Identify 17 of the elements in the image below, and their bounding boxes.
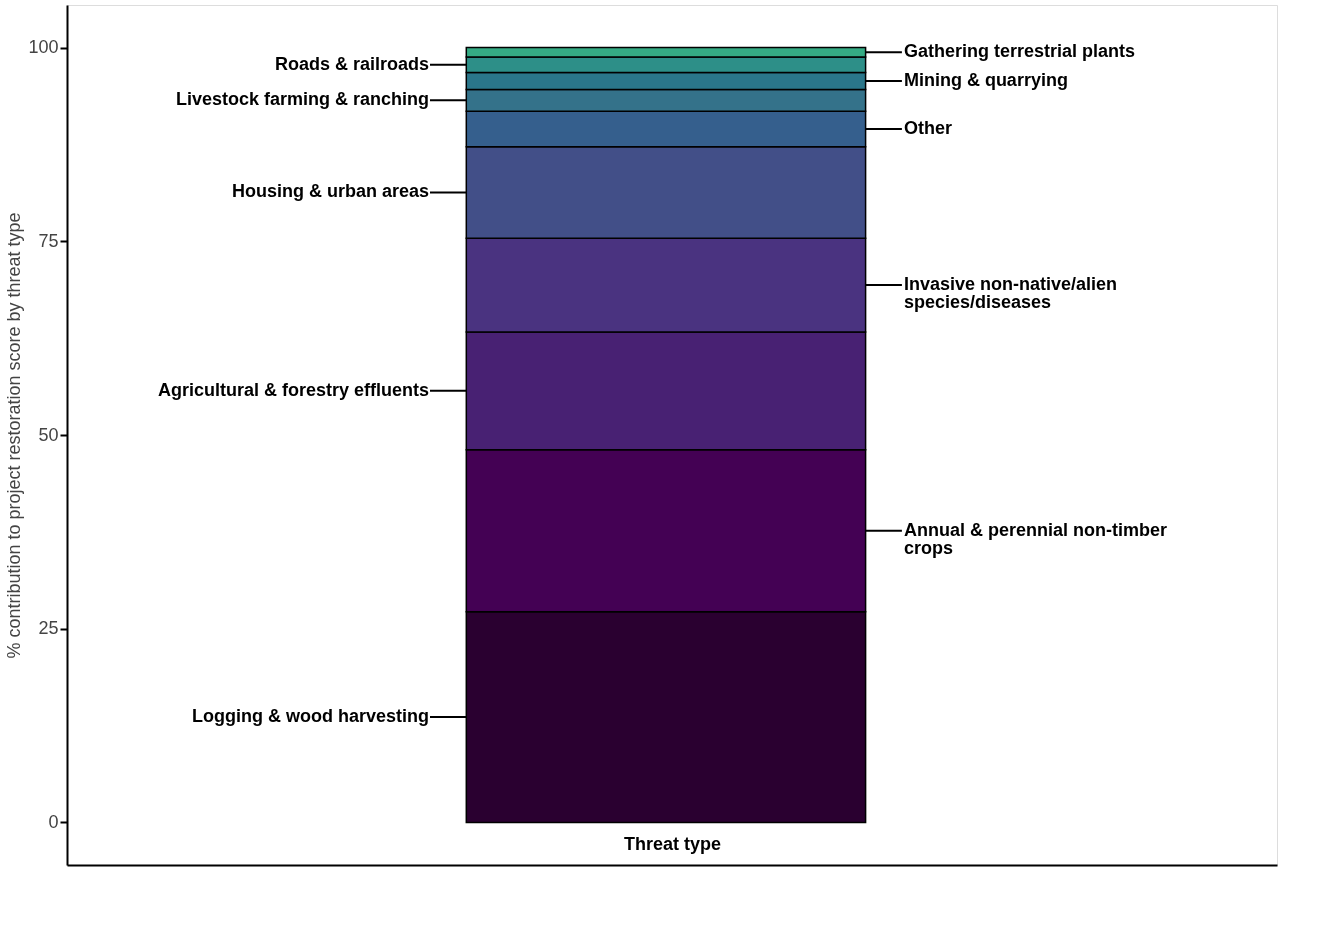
y-tick-label: 0 <box>48 811 59 832</box>
text: Roads & railroads <box>274 53 429 74</box>
y-tick-label: 100 <box>28 37 59 58</box>
x-axis-title: Threat type <box>623 833 722 854</box>
text: Agricultural & forestry effluents <box>157 379 429 400</box>
text: Logging & wood harvesting <box>192 706 429 727</box>
y-tick-label: 75 <box>38 230 59 251</box>
text: Housing & urban areas <box>231 181 429 202</box>
legend-label: Invasive non-native/alien species/diseases <box>903 274 1117 313</box>
legend-label: Mining & quarrying <box>903 69 1068 90</box>
legend-label: Annual & perennial non-timber crops <box>903 519 1167 558</box>
legend-label: Gathering terrestrial plants <box>903 41 1135 62</box>
text: Livestock farming & ranching <box>175 89 429 110</box>
y-tick-label: 25 <box>38 618 59 639</box>
y-tick-label: 50 <box>38 424 59 445</box>
y-axis-title: % contribution to project restoration score by threat type <box>4 212 25 659</box>
legend-label: Other <box>903 117 952 138</box>
